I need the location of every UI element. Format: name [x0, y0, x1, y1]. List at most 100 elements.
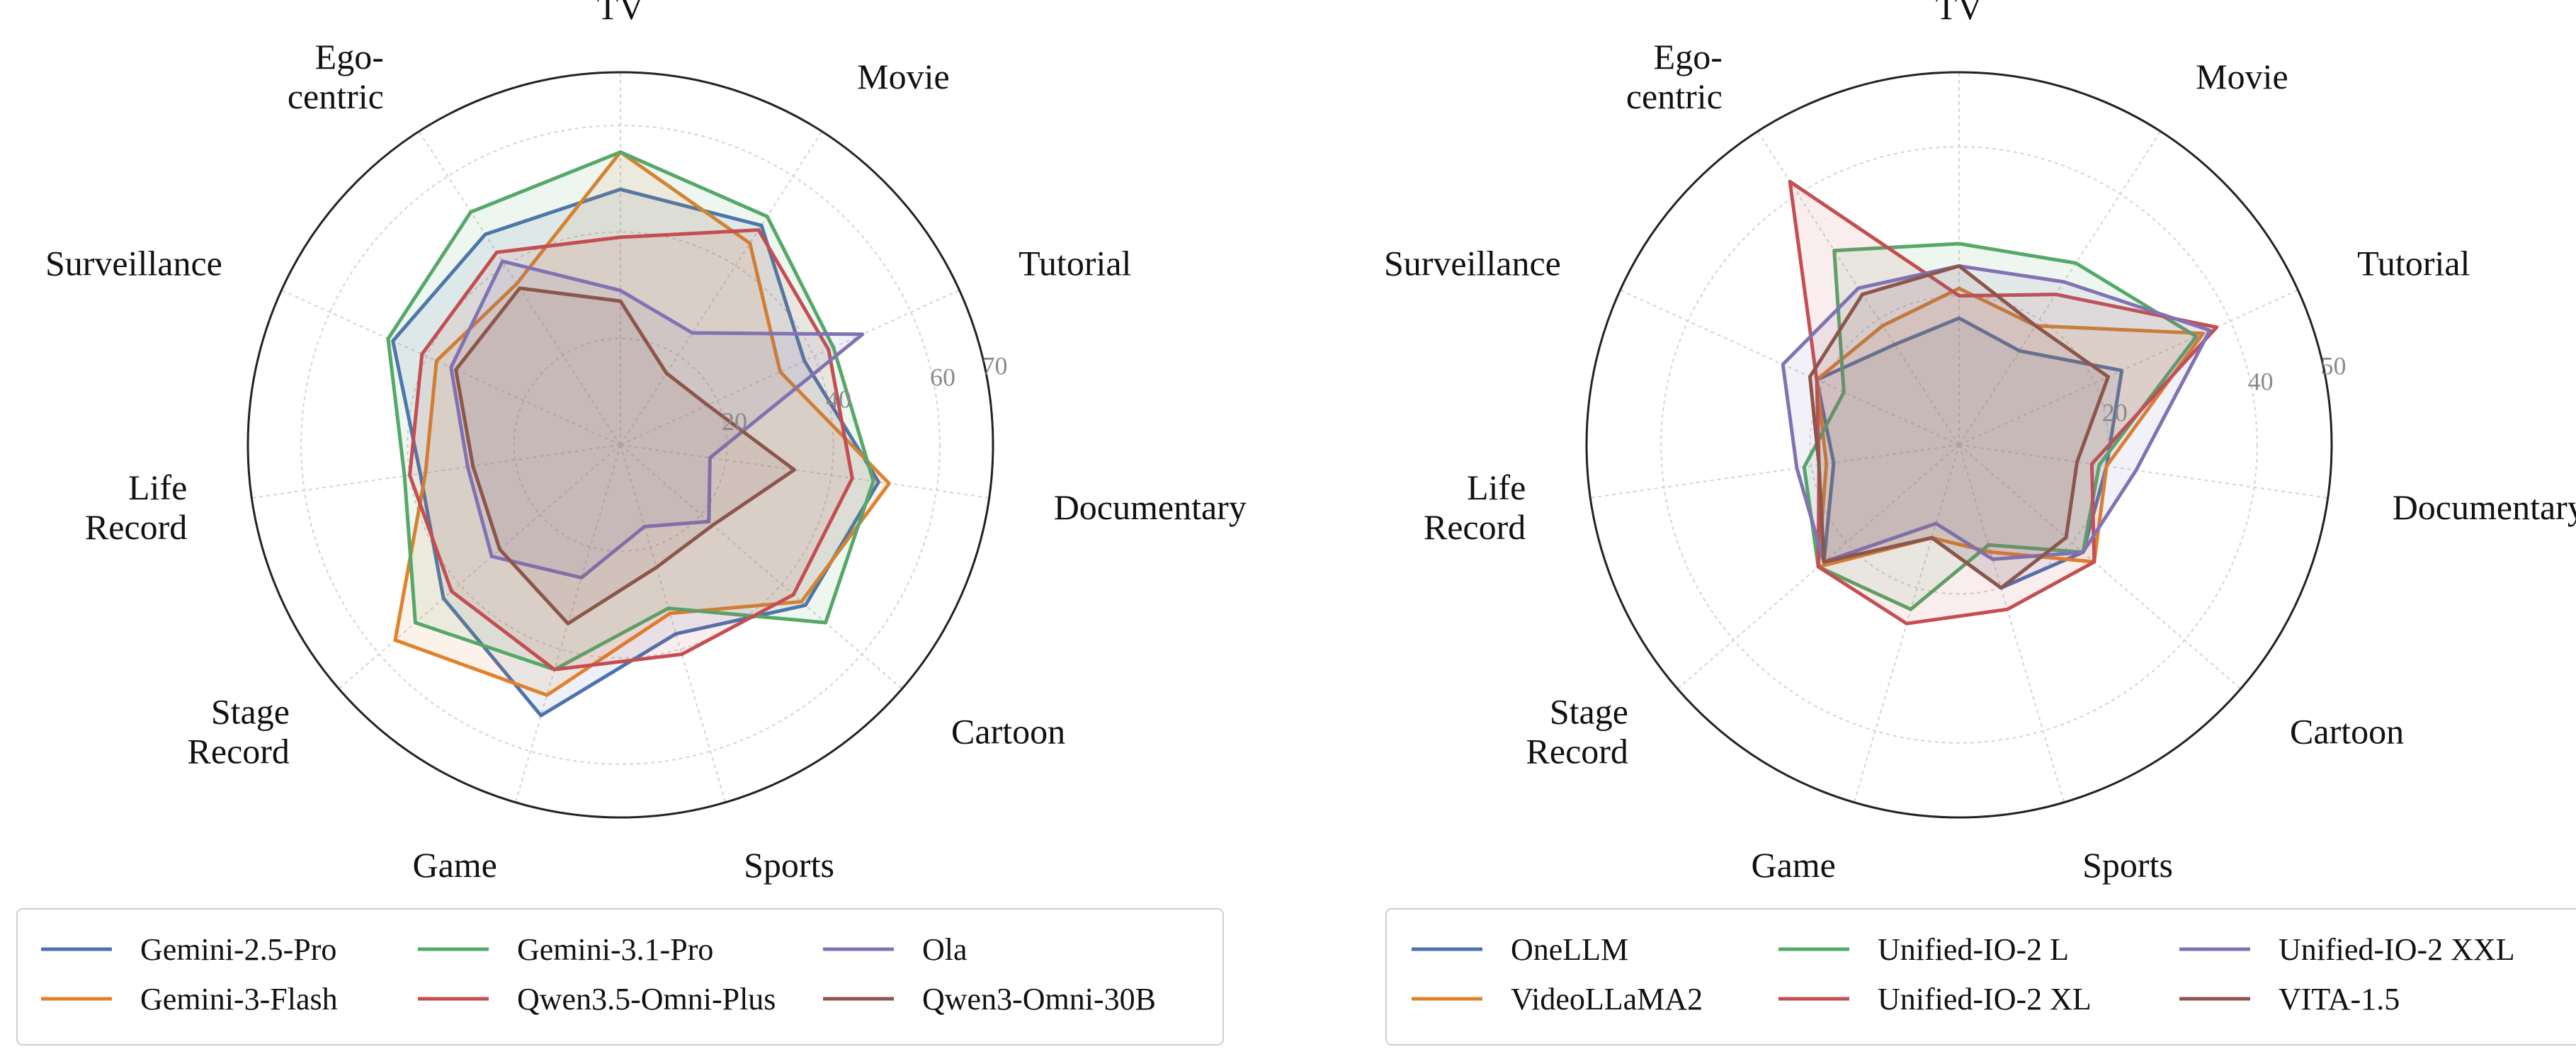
series-gemini-2-5-pro: [391, 187, 880, 718]
category-label-line: Movie: [857, 57, 950, 96]
category-label-tutorial: Tutorial: [1019, 243, 1131, 283]
legend-item-qwen3-5-omni-plus: Qwen3.5-Omni-Plus: [418, 982, 776, 1016]
category-label-tv: TV: [1936, 0, 1983, 27]
spoke-documentary: [1958, 444, 2328, 499]
rtick-label-70: 70: [982, 352, 1008, 380]
category-label-line: Tutorial: [2357, 243, 2470, 283]
radar-chart-right: 20 40 50 TV Movie Tutorial Documentary Cartoon S…: [1384, 0, 2576, 1046]
category-label-line: Record: [1424, 507, 1526, 547]
category-label-line: Surveillance: [45, 243, 222, 283]
grid-ring-40: [407, 231, 834, 659]
legend-item-vita-1-5: VITA-1.5: [2179, 982, 2400, 1016]
spoke-stage-record: [338, 444, 621, 690]
legend-label: VITA-1.5: [2279, 982, 2400, 1016]
series-ola: [449, 259, 865, 579]
legend: OneLLM VideoLLaMA2 Unified-IO-2 L Unified-I…: [1385, 908, 2576, 1046]
grid-ring-40: [1660, 146, 2258, 744]
legend-item-gemini-3-flash: Gemini-3-Flash: [41, 982, 338, 1016]
category-label-stage-record: Stage Record: [1526, 692, 1628, 771]
category-label-line: Life: [1467, 468, 1526, 507]
category-label-line: Cartoon: [2290, 712, 2404, 752]
rtick-label-40: 40: [2248, 368, 2274, 396]
category-label-sports: Sports: [2082, 845, 2173, 885]
category-label-line: Ego-: [1654, 37, 1723, 77]
category-label-line: centric: [1626, 77, 1723, 116]
category-label-line: Sports: [2082, 845, 2173, 885]
category-label-line: Game: [412, 845, 497, 885]
category-label-ego-centric: Ego-centric: [1626, 37, 1723, 116]
series-videollama2: [1815, 286, 2205, 569]
legend-item-gemini-3-1-pro: Gemini-3.1-Pro: [418, 932, 713, 967]
spoke-sports: [620, 444, 727, 803]
spoke-tutorial: [620, 289, 960, 446]
legend-label: Gemini-2.5-Pro: [140, 932, 336, 967]
category-label-line: Documentary: [1054, 487, 1247, 527]
grid-ring-60: [300, 125, 941, 765]
category-label-line: Game: [1751, 845, 1835, 885]
category-label-cartoon: Cartoon: [951, 712, 1065, 752]
legend-item-unified-io-2-xl: Unified-IO-2 XL: [1778, 982, 2092, 1016]
category-label-tutorial: Tutorial: [2357, 243, 2470, 283]
spoke-cartoon: [620, 444, 903, 690]
legend-item-gemini-2-5-pro: Gemini-2.5-Pro: [41, 932, 336, 967]
legend-label: OneLLM: [1511, 932, 1628, 967]
outer-frame: [246, 71, 994, 819]
category-label-surveillance: Surveillance: [1384, 243, 1561, 283]
spoke-documentary: [620, 444, 989, 499]
category-label-line: centric: [288, 77, 384, 116]
category-label-documentary: Documentary: [2393, 487, 2576, 527]
category-label-line: Cartoon: [951, 712, 1065, 752]
legend-item-unified-io-2-l: Unified-IO-2 L: [1778, 932, 2069, 967]
category-label-life-record: Life Record: [85, 468, 187, 547]
category-label-documentary: Documentary: [1054, 487, 1247, 527]
legend-label: VideoLLaMA2: [1511, 982, 1703, 1016]
category-labels: TV Movie Tutorial Documentary Cartoon Sports G…: [1384, 0, 2576, 885]
spoke-tutorial: [1958, 289, 2298, 446]
rtick-label-60: 60: [930, 363, 955, 391]
category-label-line: Documentary: [2393, 487, 2576, 527]
category-label-line: Record: [188, 732, 290, 771]
category-label-line: Ego-: [315, 37, 384, 77]
radial-tick-labels: 20 40 60 70: [722, 352, 1008, 436]
category-label-cartoon: Cartoon: [2290, 712, 2404, 752]
legend-item-videollama2: VideoLLaMA2: [1412, 982, 1703, 1016]
series-gemini-3-1-pro: [386, 150, 875, 672]
series-group: [386, 150, 891, 718]
legend-label: Unified-IO-2 L: [1878, 932, 2069, 967]
category-label-game: Game: [412, 845, 497, 885]
spoke-cartoon: [1958, 444, 2242, 690]
series-unified-io-2-l: [1802, 242, 2198, 611]
legend-item-qwen3-omni-30b: Qwen3-Omni-30B: [823, 982, 1156, 1016]
radial-tick-labels: 20 40 50: [2102, 352, 2347, 427]
rtick-label-20: 20: [2102, 398, 2128, 426]
rtick-label-20: 20: [722, 407, 747, 436]
series-unified-io-2-xl: [1788, 179, 2219, 625]
category-label-line: Stage: [1550, 692, 1628, 732]
category-label-line: Record: [85, 507, 187, 547]
category-labels: TV Movie Tutorial Documentary Cartoon Sports G…: [45, 0, 1247, 885]
legend-label: Gemini-3-Flash: [140, 982, 338, 1016]
spoke-movie: [620, 130, 823, 446]
legend-frame: [16, 908, 1224, 1046]
category-label-line: Life: [128, 468, 187, 507]
legend-label: Ola: [922, 932, 968, 967]
category-label-movie: Movie: [2196, 57, 2288, 96]
legend-item-unified-io-2-xxl: Unified-IO-2 XXL: [2179, 932, 2515, 967]
rtick-label-40: 40: [826, 385, 851, 414]
series-unified-io-2-xxl: [1781, 264, 2212, 564]
legend-item-onellm: OneLLM: [1412, 932, 1628, 967]
category-label-tv: TV: [597, 0, 645, 27]
spoke-sports: [1958, 444, 2065, 803]
category-label-line: Stage: [211, 692, 290, 732]
legend-label: Qwen3-Omni-30B: [922, 982, 1156, 1016]
legend-frame: [1385, 908, 2576, 1046]
legend: Gemini-2.5-Pro Gemini-3-Flash Gemini-3.1-P…: [16, 908, 1224, 1046]
legend-label: Unified-IO-2 XXL: [2279, 932, 2515, 967]
series-group: [1781, 179, 2219, 625]
series-qwen3-omni-30b: [454, 286, 796, 625]
legend-label: Gemini-3.1-Pro: [517, 932, 713, 967]
category-label-sports: Sports: [744, 845, 834, 885]
series-vita-1-5: [1808, 264, 2110, 590]
spoke-movie: [1958, 130, 2162, 446]
